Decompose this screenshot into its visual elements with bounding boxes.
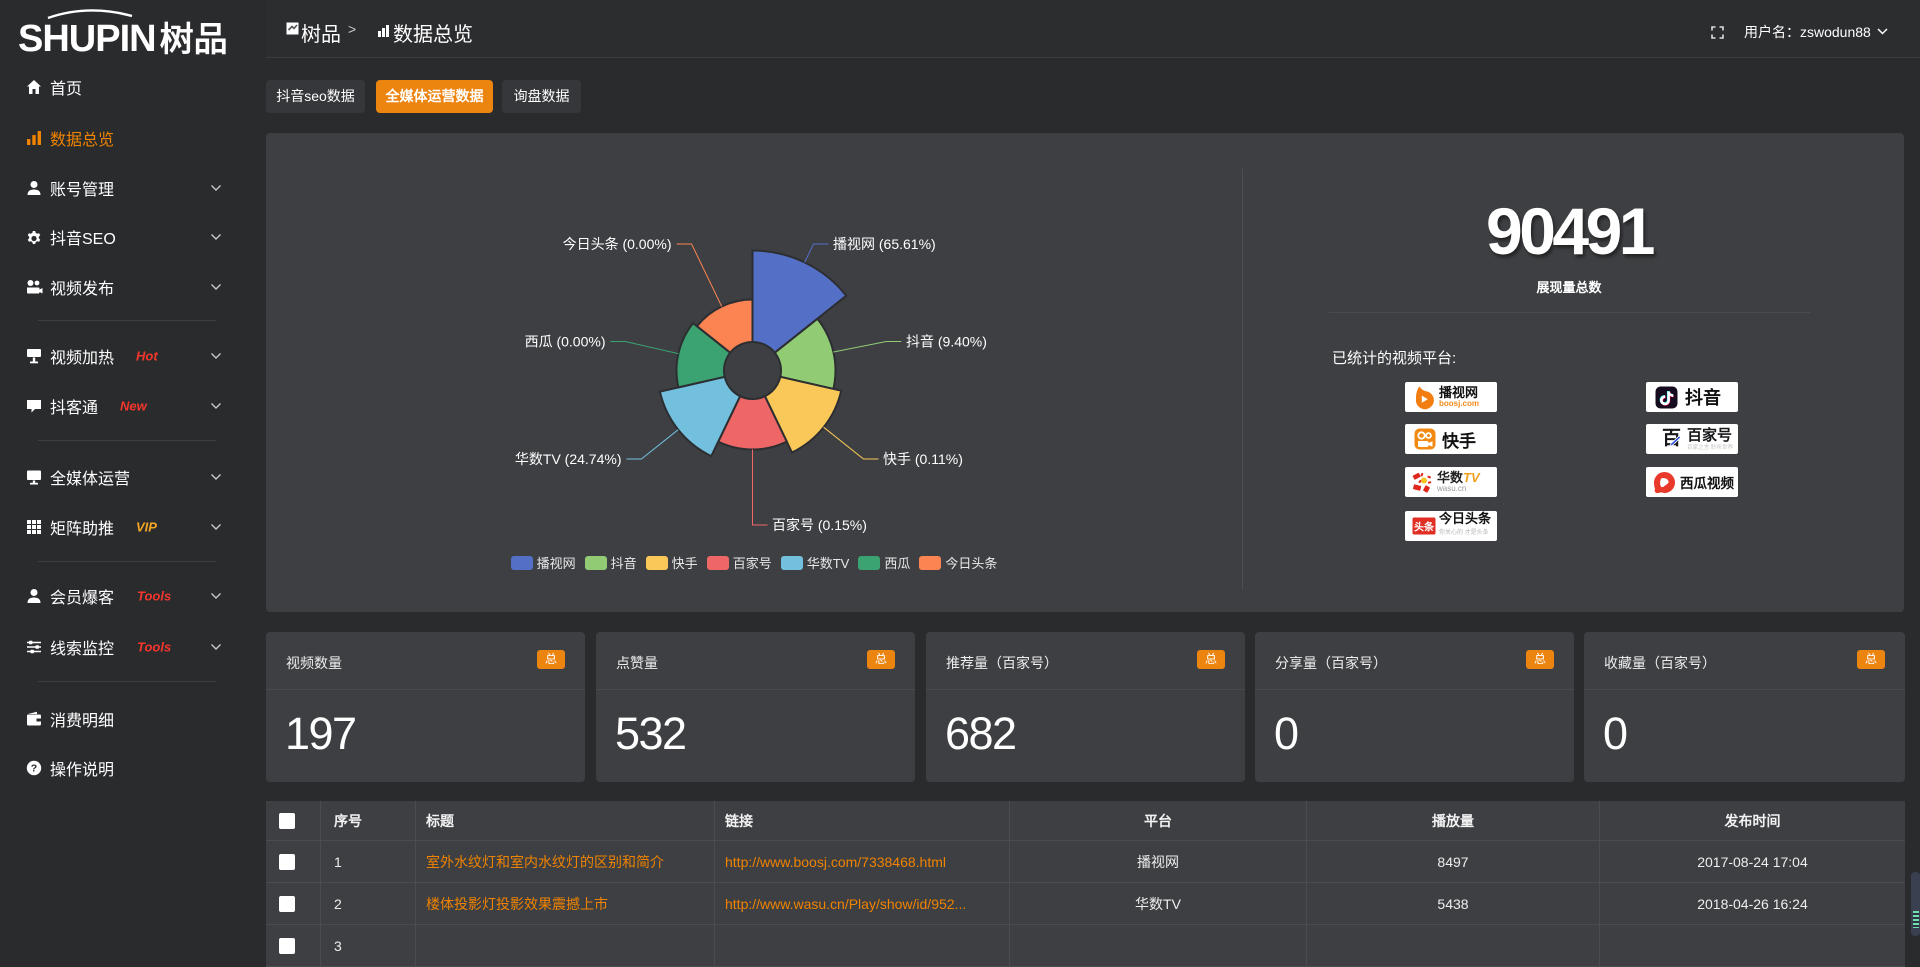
svg-text:百家号 (0.15%): 百家号 (0.15%) <box>772 517 867 533</box>
svg-text:西瓜 (0.00%): 西瓜 (0.00%) <box>525 334 606 350</box>
svg-text:?: ? <box>31 763 37 775</box>
svg-text:快手 (0.11%): 快手 (0.11%) <box>883 451 963 467</box>
svg-text:华数TV (24.74%): 华数TV (24.74%) <box>515 451 622 467</box>
svg-text:抖音 (9.40%): 抖音 (9.40%) <box>906 334 987 350</box>
svg-text:今日头条 (0.00%): 今日头条 (0.00%) <box>563 236 672 252</box>
svg-text:头条: 头条 <box>1414 521 1435 534</box>
svg-text:播视网 (65.61%): 播视网 (65.61%) <box>833 236 936 252</box>
